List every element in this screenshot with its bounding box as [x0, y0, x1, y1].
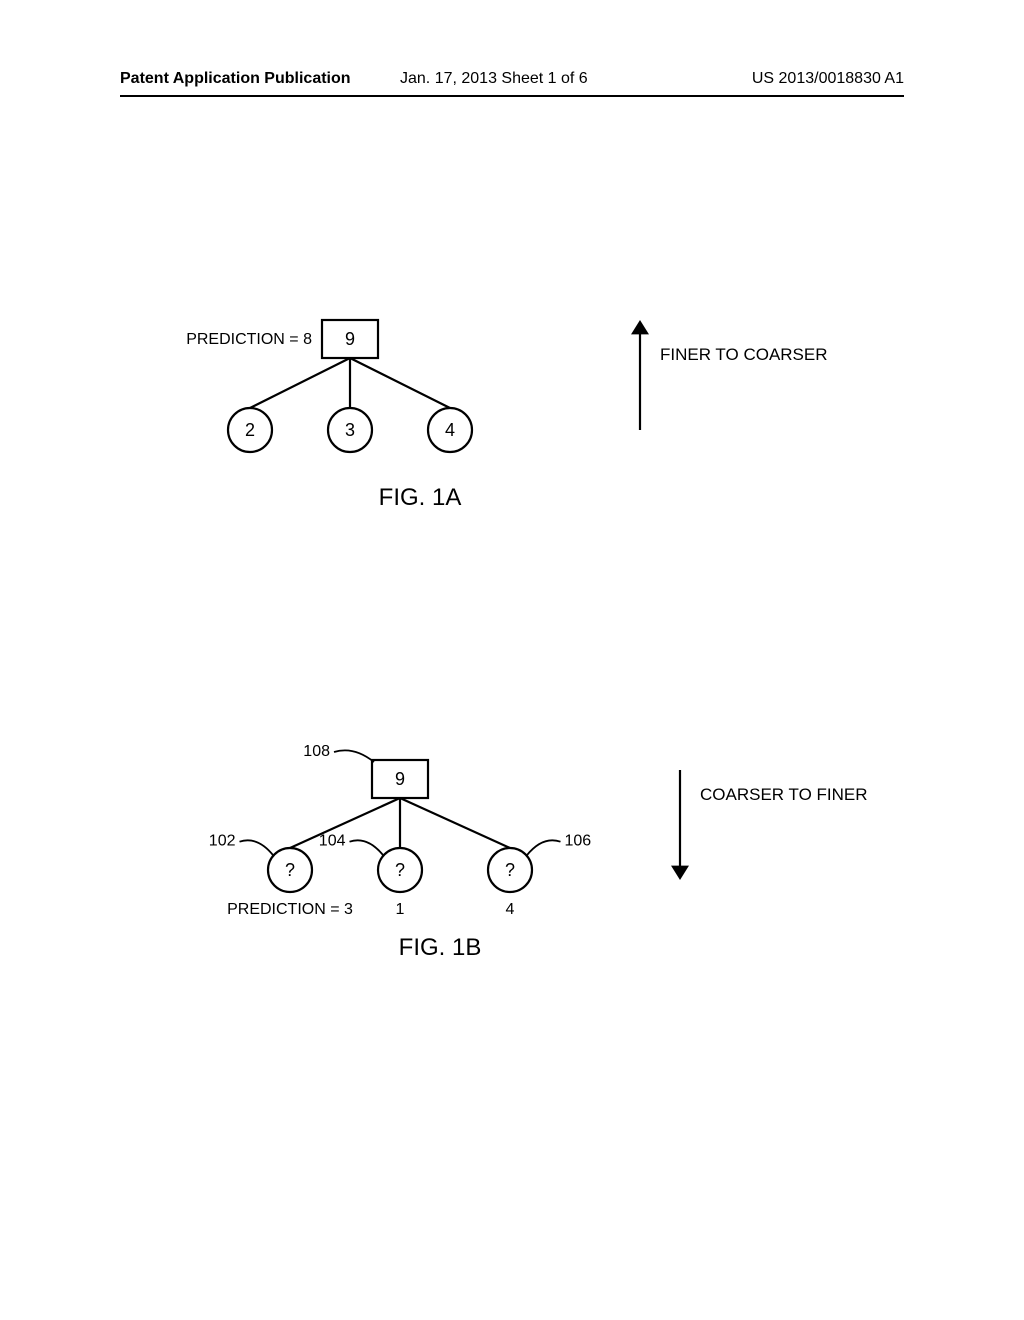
header-right: US 2013/0018830 A1: [752, 70, 904, 88]
header-rule: [120, 95, 904, 97]
arrow-label: COARSER TO FINER: [700, 785, 868, 804]
child-below-label: 1: [396, 901, 405, 918]
child-value: ?: [505, 860, 515, 880]
root-value: 9: [345, 329, 355, 349]
ref-leader: [350, 840, 384, 855]
child-below-label: PREDICTION = 3: [227, 901, 353, 918]
child-value: 2: [245, 420, 255, 440]
ref-leader: [240, 840, 274, 855]
figure-label: FIG. 1A: [379, 484, 462, 511]
child-below-label: 4: [506, 901, 515, 918]
root-value: 9: [395, 769, 405, 789]
tree-edge: [250, 358, 350, 408]
header-left: Patent Application Publication: [120, 70, 351, 88]
figure-1a-svg: 9 PREDICTION = 8 2 3 4 FINER TO COARSER FIG. 1…: [0, 280, 1024, 540]
ref-number: 104: [319, 833, 346, 850]
prediction-label: PREDICTION = 8: [186, 331, 312, 348]
figure-1b: 9 108? 102 PREDICTION = 3? 104 1? 106 4 COARSER …: [0, 720, 1024, 1000]
ref-number: 102: [209, 833, 236, 850]
figure-1b-svg: 9 108? 102 PREDICTION = 3? 104 1? 106 4 COARSER …: [0, 720, 1024, 1000]
arrowhead-icon: [631, 320, 649, 334]
tree-edge: [400, 798, 510, 848]
ref-number: 108: [303, 743, 330, 760]
page: Patent Application Publication Jan. 17, …: [0, 0, 1024, 1320]
ref-leader: [527, 840, 561, 855]
header-date: Jan. 17, 2013 Sheet 1 of 6: [400, 70, 588, 88]
arrowhead-icon: [671, 866, 689, 880]
ref-leader: [334, 750, 374, 762]
child-value: ?: [285, 860, 295, 880]
figure-1a: 9 PREDICTION = 8 2 3 4 FINER TO COARSER FIG. 1…: [0, 280, 1024, 540]
child-value: 4: [445, 420, 455, 440]
tree-edge: [350, 358, 450, 408]
child-value: ?: [395, 860, 405, 880]
arrow-label: FINER TO COARSER: [660, 345, 828, 364]
child-value: 3: [345, 420, 355, 440]
ref-number: 106: [565, 833, 592, 850]
figure-label: FIG. 1B: [399, 934, 482, 961]
